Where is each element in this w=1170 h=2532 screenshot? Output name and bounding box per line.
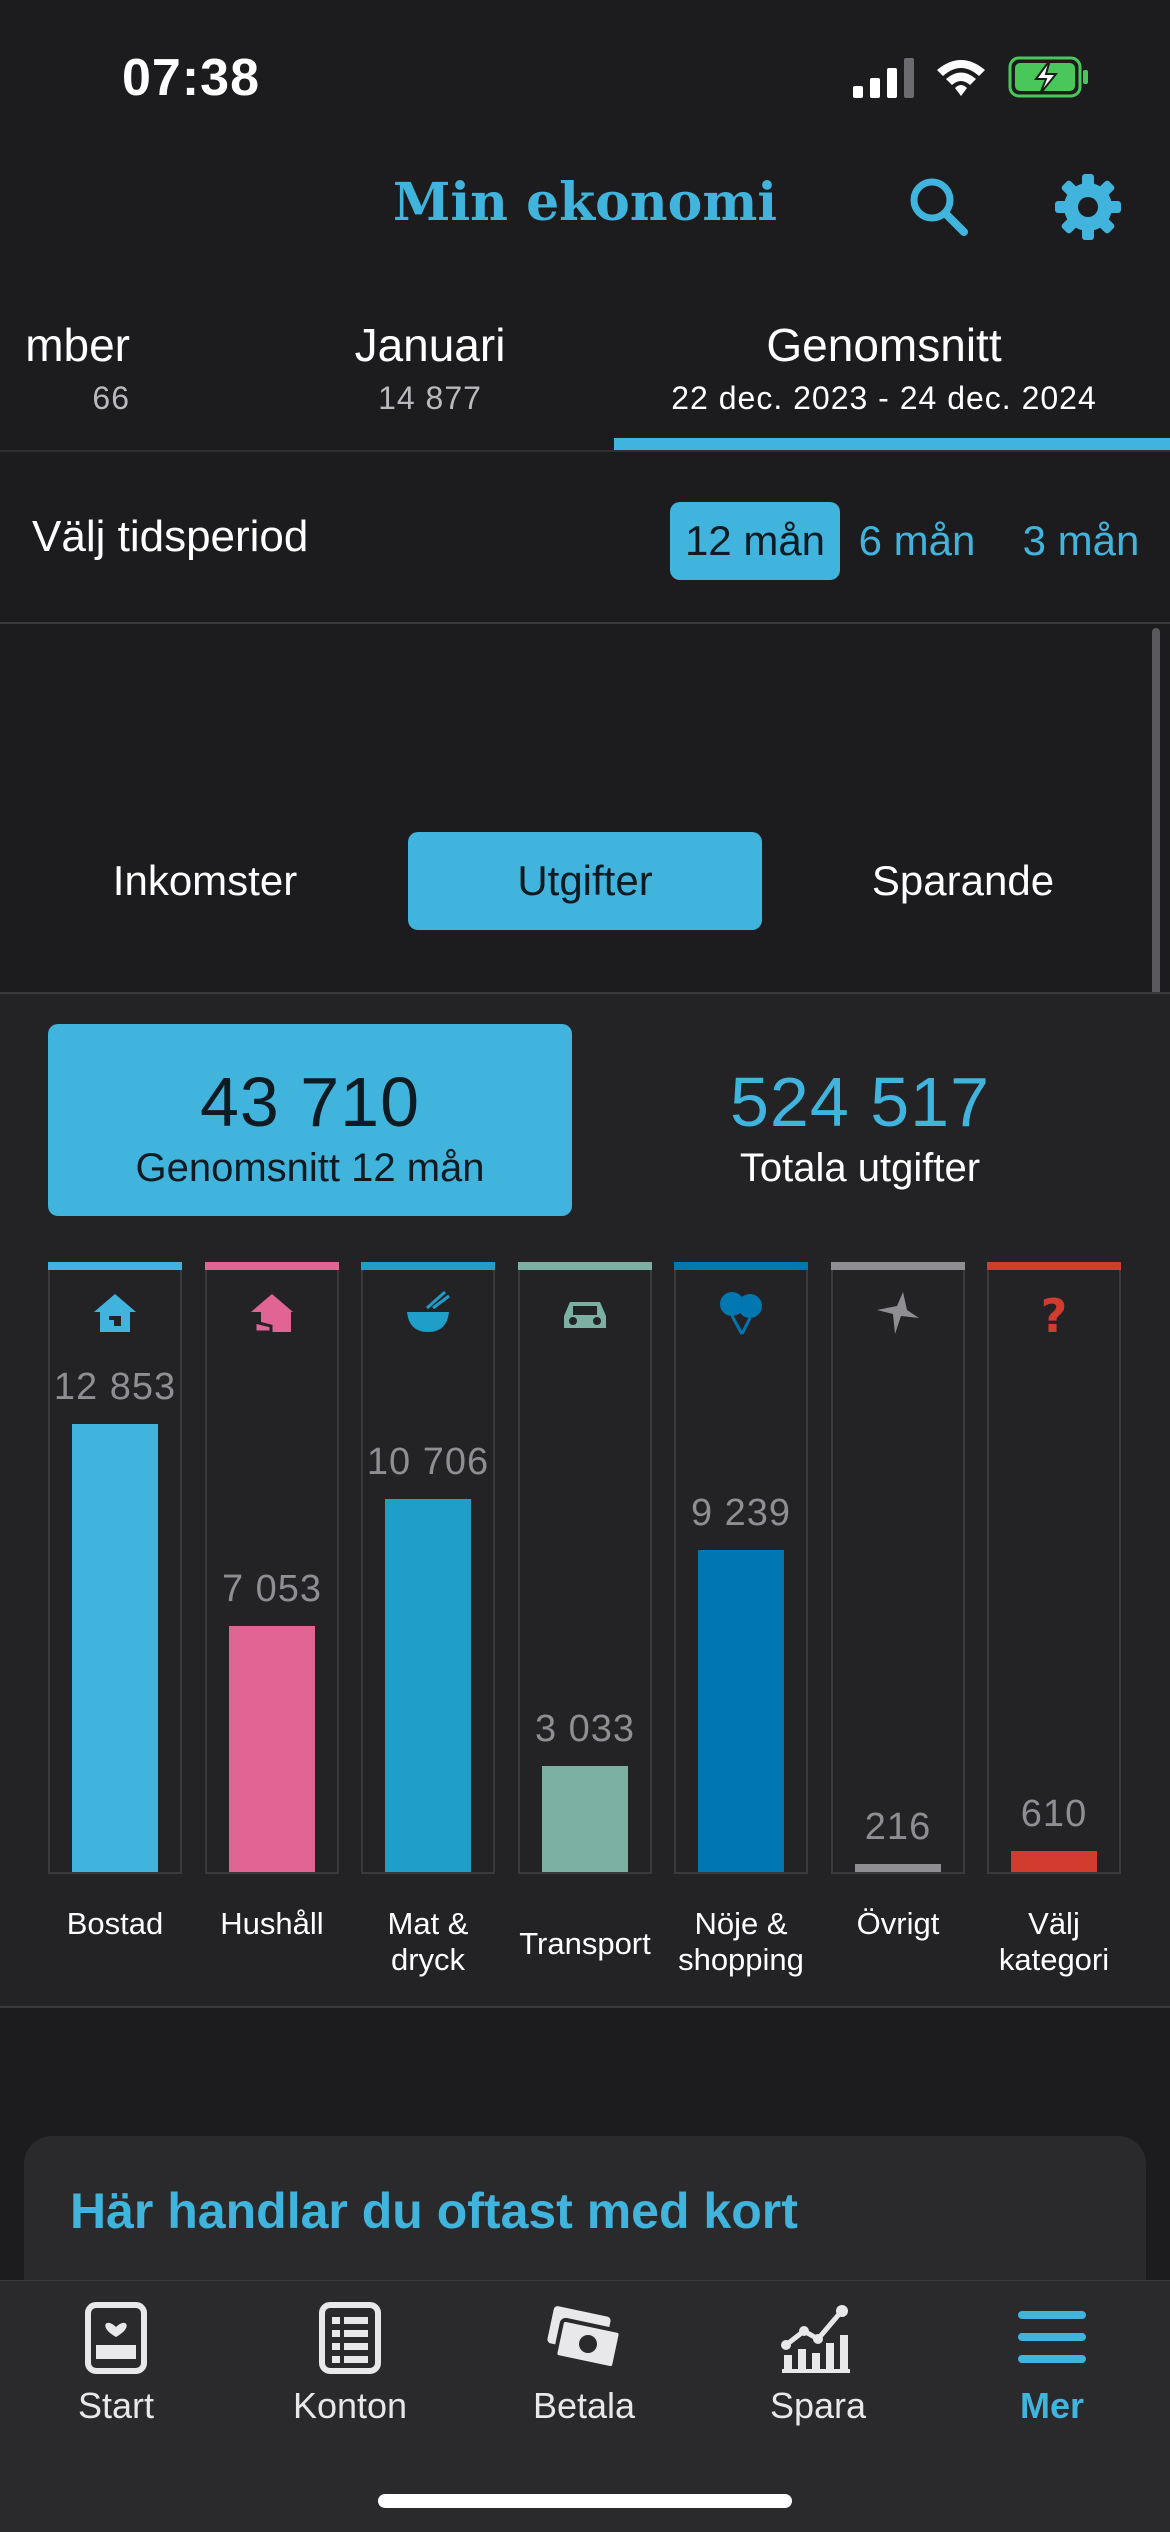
- category-color-strip: [518, 1262, 652, 1270]
- accounts-icon: [319, 2302, 381, 2374]
- status-time: 07:38: [122, 49, 260, 107]
- bar-value-label: 12 853: [53, 1366, 177, 1408]
- bar[interactable]: [72, 1424, 158, 1872]
- bar-value-label: 9 239: [690, 1491, 792, 1534]
- category-label: Nöje & shopping: [678, 1906, 804, 1977]
- period-option-12[interactable]: 12 mån: [670, 502, 840, 580]
- save-chart-icon: [781, 2305, 850, 2373]
- total-summary[interactable]: 524 517 Totala utgifter: [600, 1024, 1120, 1216]
- category-color-strip: [674, 1262, 808, 1270]
- tab-start[interactable]: Start: [16, 2297, 216, 2427]
- bar[interactable]: [855, 1864, 941, 1872]
- segment-utgifter[interactable]: Utgifter: [408, 832, 762, 930]
- start-icon: [85, 2302, 147, 2374]
- question-icon: ?: [1041, 1289, 1068, 1338]
- battery-charging-icon: [1008, 56, 1088, 98]
- segment-inkomster[interactable]: Inkomster: [112, 857, 298, 904]
- bar[interactable]: [229, 1626, 315, 1872]
- month-tab-januari[interactable]: Januari 14 877: [354, 319, 506, 416]
- page-title: Min ekonomi: [392, 172, 778, 233]
- total-label: Totala utgifter: [739, 1146, 981, 1190]
- bar[interactable]: [385, 1498, 471, 1872]
- tab-spara[interactable]: Spara: [718, 2297, 918, 2427]
- bottom-tab-bar: Start Konton Betala Spara: [0, 2280, 1170, 2532]
- category-label: Välj kategori: [998, 1906, 1110, 1977]
- active-tab-indicator: [614, 438, 1170, 450]
- average-label: Genomsnitt 12 mån: [135, 1146, 485, 1190]
- category-column[interactable]: [518, 1262, 652, 1874]
- tab-betala[interactable]: Betala: [484, 2297, 684, 2427]
- status-bar: 07:38: [0, 0, 1170, 140]
- category-column[interactable]: [987, 1262, 1121, 1874]
- divider: [0, 992, 1170, 994]
- category-label: Transport: [519, 1926, 651, 1961]
- svg-text:?: ?: [1041, 1289, 1068, 1338]
- household-icon: [251, 1294, 293, 1334]
- category-label: Övrigt: [856, 1906, 940, 1941]
- category-color-strip: [205, 1262, 339, 1270]
- period-option-6[interactable]: 6 mån: [858, 517, 976, 564]
- period-option-3[interactable]: 3 mån: [1022, 517, 1140, 564]
- pay-icon: [547, 2306, 623, 2371]
- category-label: Hushåll: [220, 1906, 324, 1941]
- category-color-strip: [361, 1262, 495, 1270]
- average-value: 43 710: [199, 1063, 421, 1141]
- car-icon: [564, 1302, 606, 1328]
- menu-icon: [1018, 2311, 1086, 2363]
- bar[interactable]: [542, 1766, 628, 1872]
- bar[interactable]: [1011, 1850, 1097, 1872]
- type-segmented-control: Inkomster Utgifter Sparande: [0, 826, 1170, 930]
- teaser-title: Här handlar du oftast med kort: [70, 2183, 798, 2239]
- expenses-card: 43 710 Genomsnitt 12 mån 524 517 Totala …: [0, 994, 1170, 2008]
- tab-konton[interactable]: Konton: [250, 2297, 450, 2427]
- category-label: Bostad: [66, 1906, 164, 1941]
- balloons-icon: [720, 1292, 762, 1335]
- category-color-strip: [831, 1262, 965, 1270]
- bar[interactable]: [698, 1549, 784, 1872]
- total-value: 524 517: [729, 1063, 991, 1141]
- bar-value-label: 10 706: [366, 1440, 490, 1483]
- gear-icon: [1055, 174, 1121, 240]
- category-bar-chart: 12 853 Bostad 7 053 Hushåll 10 706 Mat & dryc…: [0, 994, 1170, 2008]
- category-column[interactable]: [361, 1262, 495, 1874]
- category-color-strip: [987, 1262, 1121, 1270]
- search-button[interactable]: [904, 172, 974, 242]
- bowl-icon: [407, 1290, 450, 1332]
- origami-bird-icon: [877, 1292, 919, 1334]
- home-indicator[interactable]: [378, 2494, 792, 2508]
- settings-button[interactable]: [1053, 172, 1123, 242]
- house-icon: [94, 1294, 136, 1332]
- search-icon: [910, 178, 968, 236]
- category-column[interactable]: [48, 1262, 182, 1874]
- category-label: Mat & dryck: [387, 1906, 469, 1977]
- category-column[interactable]: [831, 1262, 965, 1874]
- bar-value-label: 7 053: [221, 1568, 323, 1611]
- segment-sparande[interactable]: Sparande: [871, 857, 1055, 904]
- period-label: Välj tidsperiod: [32, 512, 309, 561]
- month-tab-genomsnitt[interactable]: Genomsnitt 22 dec. 2023 - 24 dec. 2024: [671, 319, 1097, 416]
- app-header: Min ekonomi: [0, 160, 1170, 250]
- signal-icon: [853, 58, 914, 98]
- tab-mer[interactable]: Mer: [952, 2297, 1152, 2427]
- category-column[interactable]: [205, 1262, 339, 1874]
- month-tabs: mber 66 Januari 14 877 Genomsnitt 22 dec…: [0, 300, 1170, 452]
- month-tab-previous[interactable]: mber 66: [25, 319, 130, 416]
- average-summary[interactable]: 43 710 Genomsnitt 12 mån: [48, 1024, 572, 1216]
- wifi-icon: [937, 60, 985, 96]
- bar-value-label: 216: [864, 1806, 932, 1849]
- period-selector: Välj tidsperiod 12 mån 6 mån 3 mån: [0, 454, 1170, 624]
- category-color-strip: [48, 1262, 182, 1270]
- bar-value-label: 3 033: [534, 1708, 636, 1751]
- bar-value-label: 610: [1020, 1792, 1088, 1835]
- category-column[interactable]: [674, 1262, 808, 1874]
